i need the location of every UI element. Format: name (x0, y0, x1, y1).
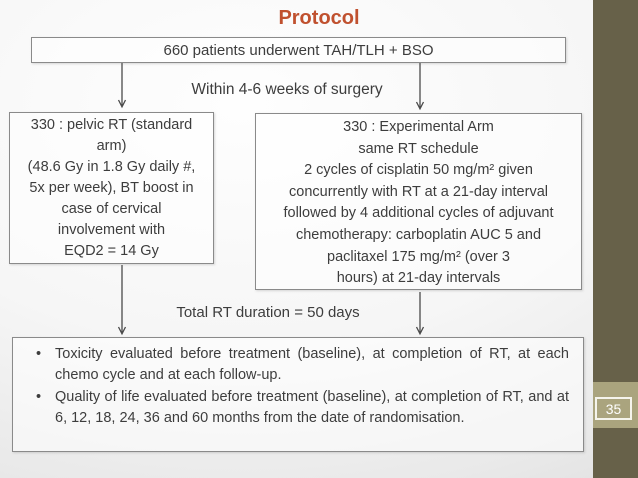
patients-box: 660 patients underwent TAH/TLH + BSO (31, 37, 566, 63)
evaluation-bullet-list: Toxicity evaluated before treatment (bas… (35, 344, 569, 429)
evaluation-box: Toxicity evaluated before treatment (bas… (12, 337, 584, 452)
evaluation-bullet-quality-of-life: Quality of life evaluated before treatme… (35, 387, 569, 430)
evaluation-bullet-toxicity: Toxicity evaluated before treatment (bas… (35, 344, 569, 387)
rt-duration-note: Total RT duration = 50 days (176, 304, 360, 321)
experimental-arm-box: 330 : Experimental Arm same RT schedule … (255, 113, 582, 290)
arrow-standard-to-evaluation (117, 265, 127, 336)
slide-title: Protocol (278, 7, 360, 29)
patients-box-text: 660 patients underwent TAH/TLH + BSO (163, 41, 434, 59)
surgery-interval-note: Within 4-6 weeks of surgery (191, 81, 383, 98)
page-number-badge: 35 (595, 397, 632, 420)
standard-arm-box: 330 : pelvic RT (standard arm) (48.6 Gy … (9, 112, 214, 264)
